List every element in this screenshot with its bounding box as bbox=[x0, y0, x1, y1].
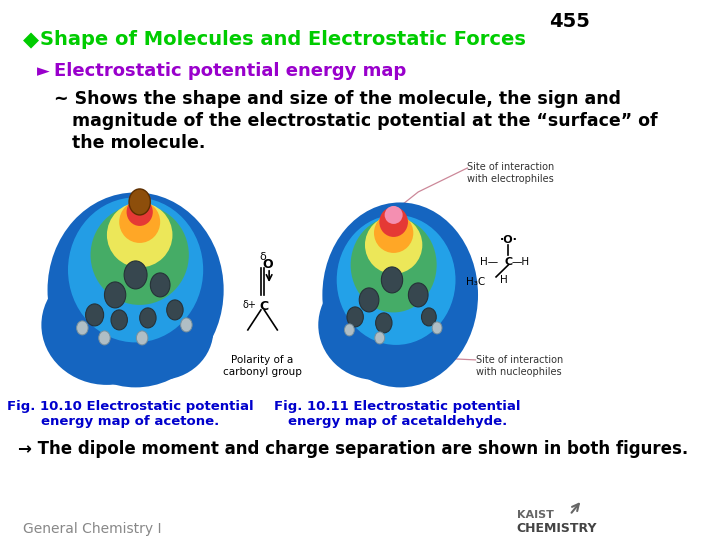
Text: → The dipole moment and charge separation are shown in both figures.: → The dipole moment and charge separatio… bbox=[19, 440, 689, 458]
Circle shape bbox=[150, 273, 170, 297]
Ellipse shape bbox=[91, 205, 189, 305]
Text: O: O bbox=[262, 258, 273, 271]
Ellipse shape bbox=[323, 202, 478, 387]
Text: Site of interaction
with electrophiles: Site of interaction with electrophiles bbox=[467, 162, 554, 184]
Circle shape bbox=[104, 282, 126, 308]
Ellipse shape bbox=[318, 270, 433, 380]
Text: H—: H— bbox=[480, 257, 498, 267]
Ellipse shape bbox=[374, 213, 413, 253]
Circle shape bbox=[129, 189, 150, 215]
Text: δ: δ bbox=[259, 252, 266, 262]
Text: General Chemistry I: General Chemistry I bbox=[23, 522, 162, 536]
Circle shape bbox=[181, 318, 192, 332]
Circle shape bbox=[376, 313, 392, 333]
Ellipse shape bbox=[337, 215, 456, 345]
Circle shape bbox=[408, 283, 428, 307]
Text: H: H bbox=[500, 275, 508, 285]
Text: δ+: δ+ bbox=[242, 300, 256, 310]
Circle shape bbox=[99, 331, 110, 345]
Ellipse shape bbox=[127, 198, 153, 226]
Ellipse shape bbox=[365, 216, 423, 274]
Text: H₃C: H₃C bbox=[466, 277, 485, 287]
Text: ·O·: ·O· bbox=[500, 235, 517, 245]
Circle shape bbox=[359, 288, 379, 312]
Ellipse shape bbox=[107, 202, 173, 267]
Text: Fig. 10.11 Electrostatic potential: Fig. 10.11 Electrostatic potential bbox=[274, 400, 521, 413]
Ellipse shape bbox=[68, 198, 203, 342]
Text: magnitude of the electrostatic potential at the “surface” of: magnitude of the electrostatic potential… bbox=[54, 112, 657, 130]
Text: Polarity of a
carbonyl group: Polarity of a carbonyl group bbox=[223, 355, 302, 376]
Circle shape bbox=[347, 307, 364, 327]
Text: Electrostatic potential energy map: Electrostatic potential energy map bbox=[54, 62, 406, 80]
Ellipse shape bbox=[41, 265, 173, 385]
Ellipse shape bbox=[120, 201, 160, 243]
Text: CHEMISTRY: CHEMISTRY bbox=[516, 522, 597, 535]
Ellipse shape bbox=[48, 192, 224, 387]
Circle shape bbox=[382, 267, 402, 293]
Text: Fig. 10.10 Electrostatic potential: Fig. 10.10 Electrostatic potential bbox=[6, 400, 253, 413]
Ellipse shape bbox=[379, 207, 408, 237]
Ellipse shape bbox=[107, 280, 213, 380]
Ellipse shape bbox=[351, 218, 436, 313]
Circle shape bbox=[344, 324, 354, 336]
Text: C: C bbox=[260, 300, 269, 313]
Text: KAIST: KAIST bbox=[516, 510, 554, 520]
Ellipse shape bbox=[384, 206, 402, 224]
Text: —H: —H bbox=[512, 257, 530, 267]
Circle shape bbox=[167, 300, 183, 320]
Circle shape bbox=[86, 304, 104, 326]
Text: energy map of acetaldehyde.: energy map of acetaldehyde. bbox=[288, 415, 508, 428]
Text: C: C bbox=[504, 257, 513, 267]
Text: ►: ► bbox=[37, 62, 50, 80]
Text: Site of interaction
with nucleophiles: Site of interaction with nucleophiles bbox=[476, 355, 563, 376]
Circle shape bbox=[76, 321, 88, 335]
Circle shape bbox=[140, 308, 156, 328]
Circle shape bbox=[111, 310, 127, 330]
Text: ◆: ◆ bbox=[23, 30, 40, 50]
Circle shape bbox=[136, 331, 148, 345]
FancyArrowPatch shape bbox=[572, 504, 579, 512]
Text: ~ Shows the shape and size of the molecule, the sign and: ~ Shows the shape and size of the molecu… bbox=[54, 90, 621, 108]
Text: energy map of acetone.: energy map of acetone. bbox=[41, 415, 219, 428]
Text: 455: 455 bbox=[549, 12, 590, 31]
Circle shape bbox=[124, 261, 147, 289]
Text: Shape of Molecules and Electrostatic Forces: Shape of Molecules and Electrostatic For… bbox=[40, 30, 526, 49]
Circle shape bbox=[432, 322, 442, 334]
Circle shape bbox=[421, 308, 436, 326]
Text: the molecule.: the molecule. bbox=[54, 134, 205, 152]
Circle shape bbox=[375, 332, 384, 344]
